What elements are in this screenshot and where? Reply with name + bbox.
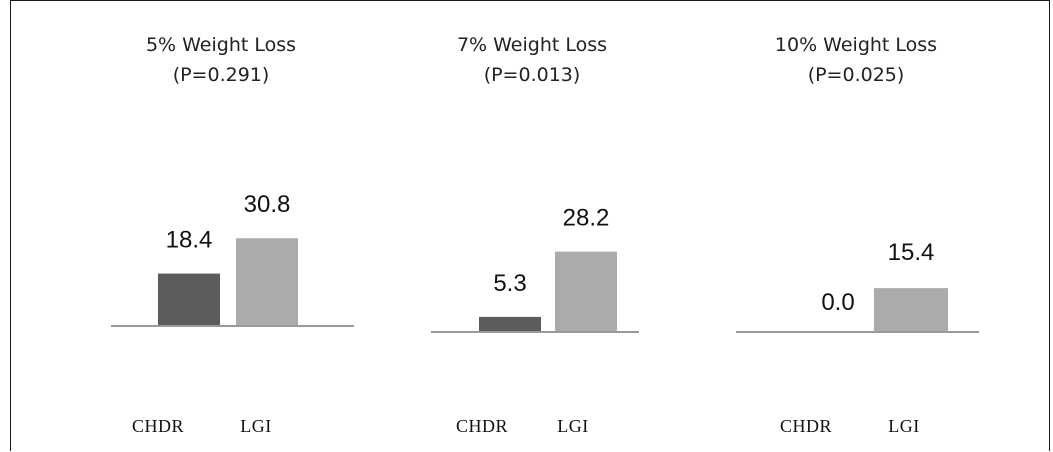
data-label: 5.3 — [493, 270, 526, 297]
chart-title: 10% Weight Loss — [775, 34, 937, 56]
data-label: 30.8 — [244, 191, 291, 218]
chart-title: 7% Weight Loss — [457, 34, 607, 56]
category-label: CHDR — [456, 416, 508, 436]
bar-lgi — [555, 251, 617, 332]
chart-subtitle: (P=0.013) — [484, 64, 581, 86]
category-label: CHDR — [132, 416, 184, 436]
category-label: LGI — [888, 416, 920, 436]
figure: 5% Weight Loss (P=0.291) 18.4 CHDR 30.8 LGI 7%… — [10, 0, 1050, 451]
category-label: LGI — [557, 416, 589, 436]
bar-lgi — [874, 288, 948, 332]
data-label: 28.2 — [563, 205, 610, 232]
chart-title: 5% Weight Loss — [146, 34, 296, 56]
category-label: CHDR — [780, 416, 832, 436]
chart-subtitle: (P=0.025) — [808, 64, 905, 86]
bar-chdr — [479, 316, 541, 332]
bar-lgi — [236, 238, 298, 326]
bar-charts: 5% Weight Loss (P=0.291) 18.4 CHDR 30.8 LGI 7%… — [111, 34, 979, 436]
bar-chdr — [158, 273, 220, 326]
category-label: LGI — [240, 416, 272, 436]
data-label: 15.4 — [888, 239, 935, 266]
chart-subtitle: (P=0.291) — [173, 64, 270, 86]
data-label: 0.0 — [821, 289, 854, 316]
data-label: 18.4 — [166, 227, 213, 254]
